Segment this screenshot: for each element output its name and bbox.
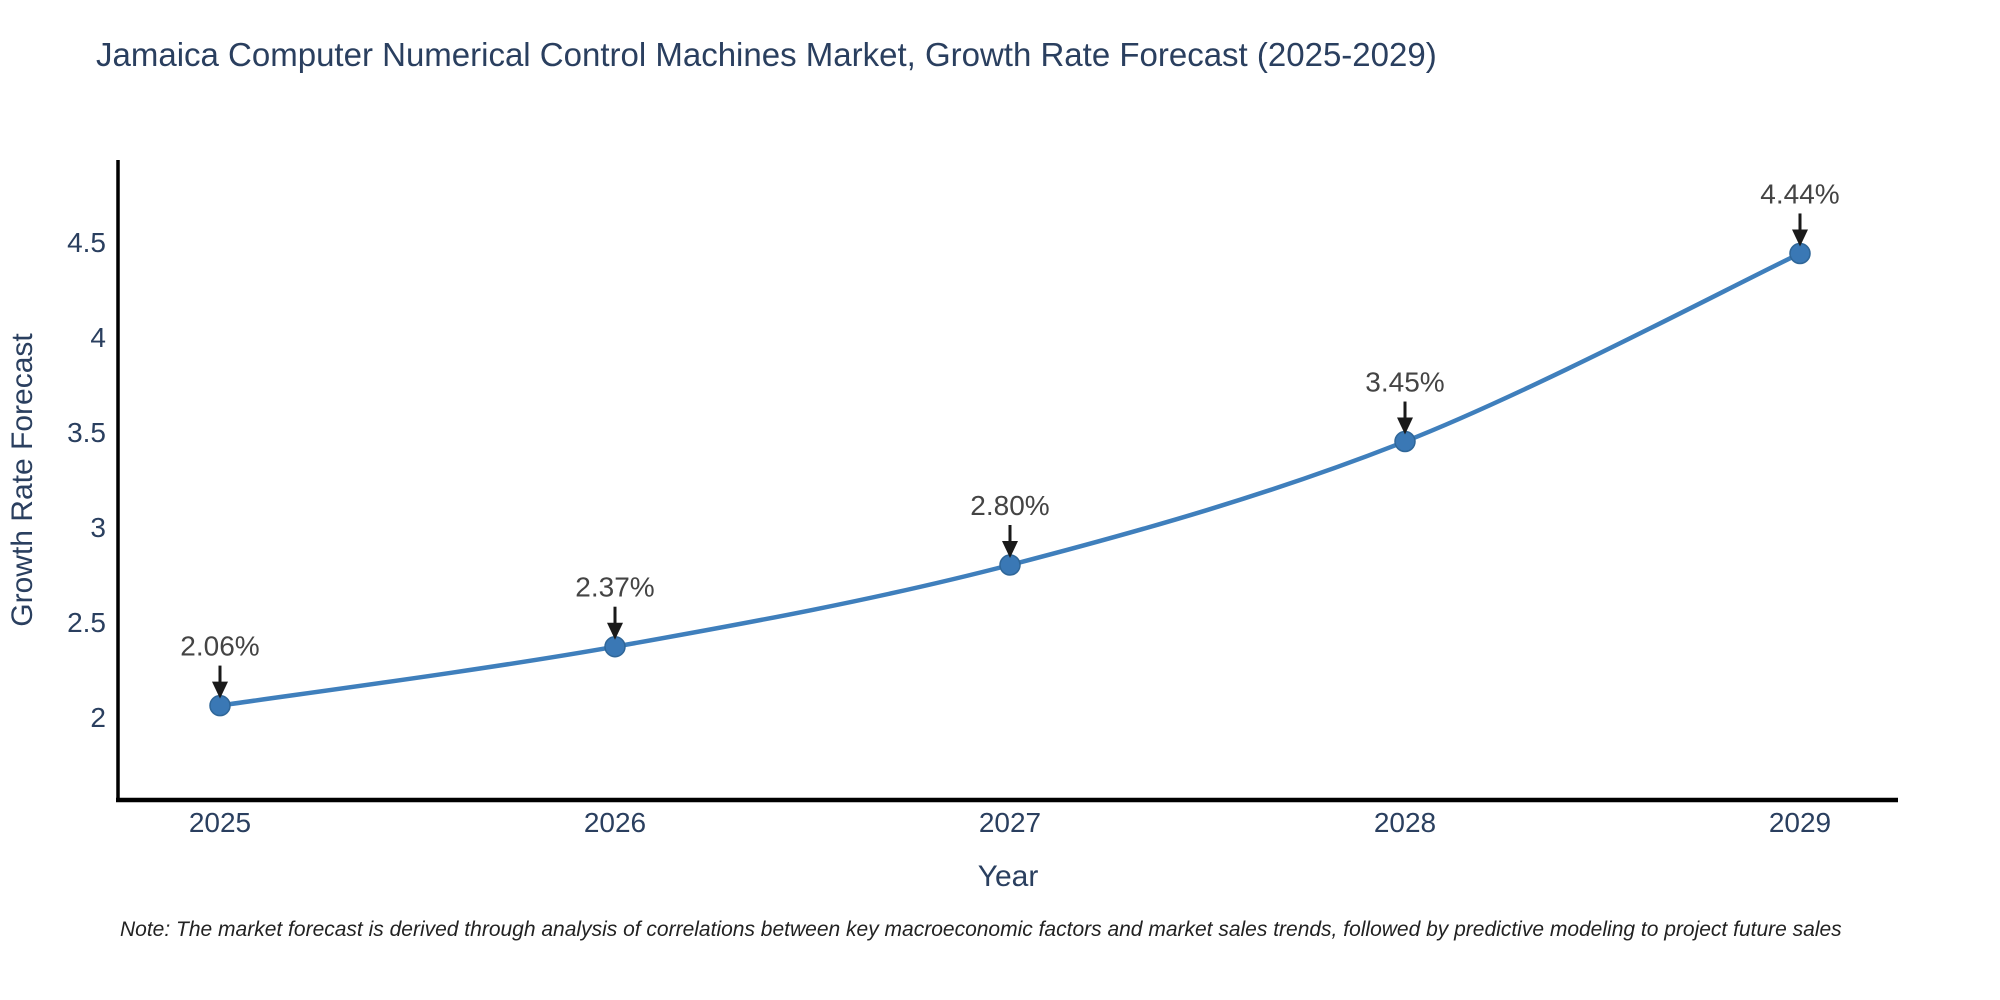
annotation-label: 2.06%: [180, 631, 259, 662]
x-tick-label: 2027: [979, 807, 1041, 838]
x-tick-label: 2029: [1769, 807, 1831, 838]
data-point: [1789, 242, 1811, 265]
axes-layer: 2 2.5 3 3.5 4 4.5 2025 2026 2027 2028 2029 Year Grow…: [6, 160, 1898, 893]
trend-line: [217, 251, 1803, 708]
y-tick-label: 4.5: [67, 227, 106, 258]
data-point: [604, 635, 626, 658]
x-axis-title: Year: [978, 860, 1039, 893]
annotation-arrowhead: [1792, 229, 1808, 247]
y-tick-label: 2.5: [67, 607, 106, 638]
annotation-label: 2.80%: [970, 490, 1049, 521]
y-tick-label: 4: [90, 322, 106, 353]
footnote: Note: The market forecast is derived thr…: [120, 918, 1842, 941]
chart-title: Jamaica Computer Numerical Control Machi…: [96, 36, 1437, 73]
y-tick-label: 3: [90, 512, 106, 543]
annotation-layer: 2.06% 2.37% 2.80% 3.45% 4.44%: [180, 178, 1840, 699]
annotation-arrowhead: [1002, 541, 1018, 559]
annotation-label: 4.44%: [1760, 178, 1839, 209]
annotation-label: 3.45%: [1365, 367, 1444, 398]
annotation-label: 2.37%: [575, 572, 654, 603]
annotation-arrowhead: [607, 622, 623, 640]
y-tick-label: 2: [90, 702, 106, 733]
y-axis-title: Growth Rate Forecast: [6, 333, 39, 627]
series-layer: [209, 242, 1811, 717]
annotation-arrowhead: [1397, 417, 1413, 435]
x-tick-label: 2028: [1374, 807, 1436, 838]
data-point: [209, 694, 231, 717]
x-tick-label: 2025: [189, 807, 251, 838]
x-tick-label: 2026: [584, 807, 646, 838]
y-tick-label: 3.5: [67, 417, 106, 448]
annotation-arrowhead: [212, 681, 228, 699]
